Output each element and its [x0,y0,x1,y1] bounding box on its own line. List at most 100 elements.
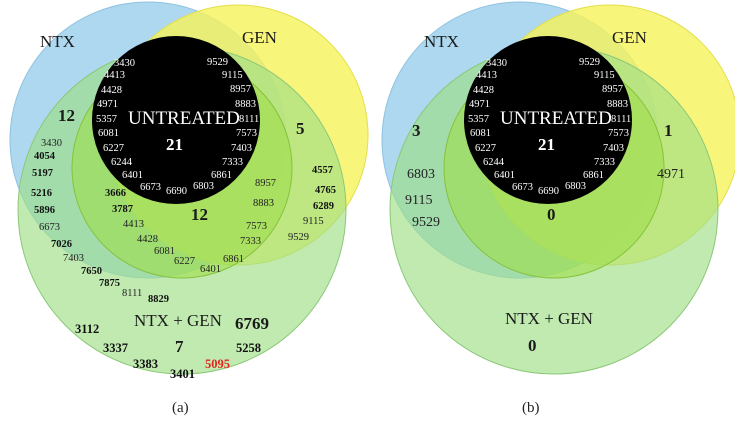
untreated-count: 21 [166,135,183,154]
svg-text:3430: 3430 [41,138,62,149]
svg-text:4971: 4971 [469,99,490,110]
svg-text:7875: 7875 [99,278,120,289]
svg-text:4428: 4428 [137,234,158,245]
svg-text:9529: 9529 [207,57,228,68]
svg-text:7403: 7403 [231,143,252,154]
svg-text:3430: 3430 [486,58,507,69]
svg-text:7573: 7573 [236,128,257,139]
svg-text:7573: 7573 [246,221,267,232]
svg-text:4428: 4428 [101,85,122,96]
svg-text:6401: 6401 [200,264,221,275]
svg-text:4054: 4054 [34,151,56,162]
svg-text:8883: 8883 [235,99,256,110]
untreated-genes-left: 3430 4413 4428 4971 5357 6081 6227 6244 … [96,58,161,193]
svg-text:9529: 9529 [288,232,309,243]
svg-text:8957: 8957 [230,84,251,95]
svg-text:6673: 6673 [512,182,533,193]
svg-text:6769: 6769 [235,314,269,333]
svg-text:6673: 6673 [140,182,161,193]
svg-text:4413: 4413 [104,70,125,81]
svg-text:3112: 3112 [75,322,99,336]
ntx-genes: 3430 4054 5197 5216 5896 6673 7026 7403 … [31,138,169,305]
svg-text:8111: 8111 [122,288,142,299]
svg-text:6244: 6244 [111,157,133,168]
ntx-gen-genes: 3112 3337 3383 3401 5095 5258 6769 [75,314,269,381]
svg-text:4765: 4765 [315,185,336,196]
svg-text:8883: 8883 [253,198,274,209]
svg-text:6081: 6081 [154,246,175,257]
ntx-gen-label: NTX + GEN [505,309,593,328]
ntx-only-count: 3 [412,121,421,140]
svg-text:3383: 3383 [133,357,158,371]
svg-text:8829: 8829 [148,294,169,305]
panel-a-caption: (a) [172,400,189,416]
svg-text:6227: 6227 [103,143,124,154]
svg-text:7333: 7333 [240,236,261,247]
svg-text:4971: 4971 [97,99,118,110]
svg-text:6690: 6690 [166,186,187,197]
svg-text:9529: 9529 [412,215,440,230]
svg-text:9115: 9115 [405,193,432,208]
gen-only-count: 1 [664,121,673,140]
untreated-label: UNTREATED [128,108,240,129]
untreated-circle [464,36,632,204]
gen-genes: 4557 4765 6289 9115 9529 [288,165,336,243]
gen-label: GEN [242,28,277,47]
svg-text:6081: 6081 [470,128,491,139]
svg-text:6081: 6081 [98,128,119,139]
svg-text:9529: 9529 [579,57,600,68]
svg-text:7573: 7573 [608,128,629,139]
svg-text:4413: 4413 [123,219,144,230]
svg-text:6401: 6401 [122,170,143,181]
svg-text:7403: 7403 [63,253,84,264]
svg-text:3666: 3666 [105,188,126,199]
untreated-count: 21 [538,135,555,154]
ntx-label: NTX [424,32,459,51]
middle-genes: 3666 3787 4413 4428 6081 6227 6401 6861 … [105,178,276,275]
svg-text:5357: 5357 [96,114,117,125]
svg-text:4413: 4413 [476,70,497,81]
svg-text:9115: 9115 [222,70,243,81]
ntx-genes: 6803 9115 9529 [405,167,440,230]
ntx-only-count: 12 [58,106,75,125]
svg-text:9115: 9115 [594,70,615,81]
svg-text:6289: 6289 [313,201,334,212]
svg-text:3337: 3337 [103,341,128,355]
highlighted-gene: 5095 [205,357,230,371]
svg-text:7333: 7333 [594,157,615,168]
svg-text:8111: 8111 [611,114,631,125]
svg-text:4971: 4971 [657,167,685,182]
svg-text:6861: 6861 [583,170,604,181]
svg-text:5258: 5258 [236,341,261,355]
svg-text:3401: 3401 [170,367,195,381]
middle-count: 0 [547,205,556,224]
svg-text:4557: 4557 [312,165,333,176]
untreated-genes-left: 3430 4413 4428 4971 5357 6081 6227 6244 … [468,58,533,193]
untreated-genes-right: 9529 9115 8957 8883 8111 7573 7403 7333 … [538,57,631,197]
svg-text:6244: 6244 [483,157,505,168]
svg-text:6803: 6803 [193,181,214,192]
untreated-label: UNTREATED [500,108,612,129]
ntx-gen-only-count: 0 [528,336,537,355]
svg-text:8957: 8957 [602,84,623,95]
svg-text:6803: 6803 [565,181,586,192]
gen-genes: 4971 [657,167,685,182]
untreated-genes-right: 9529 9115 8957 8883 8111 7573 7403 7333 … [166,57,259,197]
svg-text:6861: 6861 [211,170,232,181]
svg-text:7333: 7333 [222,157,243,168]
svg-text:8957: 8957 [255,178,276,189]
svg-text:6227: 6227 [174,256,195,267]
svg-text:6803: 6803 [407,167,435,182]
panel-b: NTX GEN UNTREATED 21 3430 4413 4428 4971… [381,1,735,416]
svg-text:5197: 5197 [32,168,53,179]
svg-text:7026: 7026 [51,239,72,250]
untreated-circle [92,36,260,204]
gen-only-count: 5 [296,119,305,138]
svg-text:9115: 9115 [303,216,324,227]
svg-text:6227: 6227 [475,143,496,154]
svg-text:6401: 6401 [494,170,515,181]
middle-count: 12 [191,205,208,224]
svg-text:3787: 3787 [112,204,133,215]
svg-text:5216: 5216 [31,188,52,199]
panel-b-caption: (b) [522,400,540,416]
